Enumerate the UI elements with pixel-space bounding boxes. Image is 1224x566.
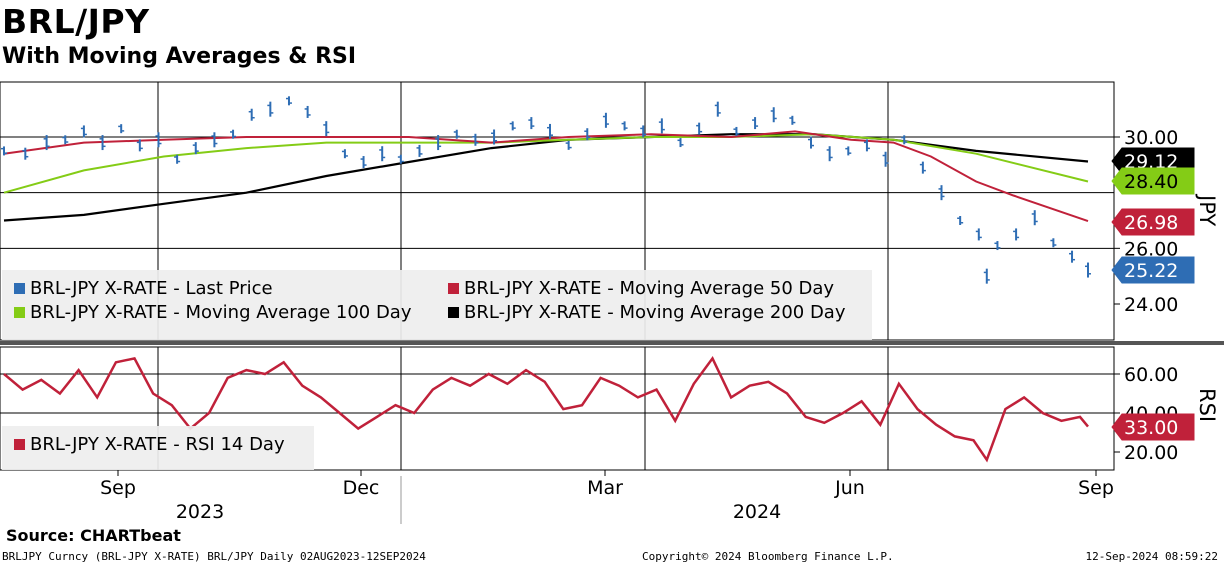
footer-timestamp: 12-Sep-2024 08:59:22 (1085, 550, 1218, 563)
legend-item-ma50-swatch (448, 283, 459, 294)
rsi-axis-title: RSI (1195, 388, 1219, 422)
legend-item-ma100-swatch (14, 307, 25, 318)
legend-item-ma200-label: BRL-JPY X-RATE - Moving Average 200 Day (464, 302, 846, 323)
legend-item-ma50-label: BRL-JPY X-RATE - Moving Average 50 Day (464, 278, 834, 299)
chart-area: 30.0026.0024.0060.0040.0020.00JPYRSI29.1… (0, 81, 1224, 524)
rsi-tag (1111, 413, 1195, 441)
footer-copyright: Copyright© 2024 Bloomberg Finance L.P. (642, 550, 894, 563)
rsi-y-tick-label: 60.00 (1124, 364, 1178, 386)
chart-title: BRL/JPY (2, 2, 150, 41)
legend-item-ma100-label: BRL-JPY X-RATE - Moving Average 100 Day (30, 302, 412, 323)
ma100-tag-label: 28.40 (1124, 171, 1178, 193)
ma50-tag-label: 26.98 (1124, 212, 1178, 234)
rsi-legend-box (2, 426, 314, 470)
x-tick-label: Sep (1078, 477, 1114, 499)
x-tick-label: Dec (343, 477, 380, 499)
rsi-tag-label: 33.00 (1124, 417, 1178, 439)
legend-item-ma200-swatch (448, 307, 459, 318)
footer-ticker: BRLJPY Curncy (BRL-JPY X-RATE) BRL/JPY D… (2, 550, 426, 563)
legend-item-rsi-label: BRL-JPY X-RATE - RSI 14 Day (30, 434, 285, 455)
price-y-tick-label: 24.00 (1124, 294, 1178, 316)
rsi-line (3, 355, 1089, 463)
legend-item-last-price-swatch (14, 283, 25, 294)
price-legend-box (2, 270, 872, 340)
x-year-label: 2024 (733, 501, 781, 523)
ma50-tag (1111, 208, 1195, 236)
ma100-tag (1111, 167, 1195, 195)
legend-item-rsi-swatch (14, 439, 25, 450)
rsi-y-tick-label: 20.00 (1124, 442, 1178, 464)
last-price-tag (1111, 256, 1195, 284)
source-label: Source: CHARTbeat (6, 526, 181, 545)
x-year-label: 2023 (176, 501, 224, 523)
panel-divider (0, 341, 1224, 345)
last-price-tag-label: 25.22 (1124, 260, 1178, 282)
x-tick-label: Jun (834, 477, 865, 499)
x-tick-label: Mar (587, 477, 623, 499)
x-tick-label: Sep (100, 477, 136, 499)
price-axis-title: JPY (1195, 193, 1219, 226)
ma50-line (3, 130, 1089, 223)
legend-item-last-price-label: BRL-JPY X-RATE - Last Price (30, 278, 273, 299)
chart-subtitle: With Moving Averages & RSI (2, 44, 357, 69)
price-y-tick-label: 26.00 (1124, 238, 1178, 260)
price-y-tick-label: 30.00 (1124, 127, 1178, 149)
